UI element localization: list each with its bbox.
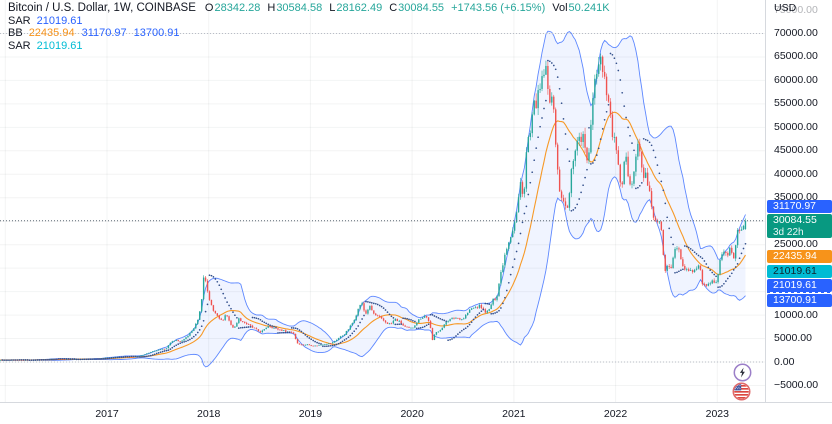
price-tick: 40000.00 <box>774 167 818 180</box>
bar-countdown: 3d 22h <box>773 227 804 239</box>
price-badge: 22435.94 <box>767 250 832 264</box>
price-tick: 75000.00 <box>774 3 818 16</box>
price-tick: 55000.00 <box>774 97 818 110</box>
time-tick-2022: 2022 <box>603 408 628 420</box>
price-tick: 70000.00 <box>774 26 818 39</box>
indicator-legend: SAR 21019.61 BB 22435.94 31170.97 13700.91 SAR… <box>8 15 617 53</box>
lightning-icon[interactable] <box>733 363 752 382</box>
ohlc-open: O 28342.28 <box>204 2 261 15</box>
change-value: +1743.56 (+6.15%) <box>451 2 546 15</box>
currency-label[interactable]: USD <box>774 2 797 14</box>
time-tick-2019: 2019 <box>298 408 323 420</box>
indicator-value: 13700.91 <box>133 27 180 40</box>
symbol-legend-row[interactable]: Bitcoin / U.S. Dollar, 1W, COINBASE O 283… <box>8 2 617 15</box>
price-tick: 50000.00 <box>774 120 818 133</box>
time-tick-2018: 2018 <box>197 408 221 420</box>
price-axis[interactable]: USD 75000.00 70000.00 65000.00 60000.00 5500… <box>765 0 832 402</box>
price-tick: 10000.00 <box>774 308 818 321</box>
price-tick: 35000.00 <box>774 191 818 204</box>
indicator-name: SAR <box>8 14 31 27</box>
time-tick-2017: 2017 <box>95 408 119 420</box>
indicator-row-sar[interactable]: SAR 21019.61 <box>8 40 617 53</box>
last-price-badge: 30084.55 3d 22h <box>767 214 832 239</box>
indicator-value: 21019.61 <box>36 14 83 27</box>
chart-canvas[interactable] <box>0 0 765 402</box>
us-flag-icon[interactable] <box>732 382 751 401</box>
time-tick-2020: 2020 <box>400 408 424 420</box>
price-tick: 65000.00 <box>774 50 818 63</box>
time-tick-2021: 2021 <box>502 408 526 420</box>
indicator-name: BB <box>8 27 23 40</box>
indicator-name: SAR <box>8 40 31 53</box>
volume: Vol 50.241K <box>552 2 610 15</box>
price-tick: 0.00 <box>774 355 795 368</box>
ohlc-low: L 28162.49 <box>329 2 383 15</box>
price-tick: 45000.00 <box>774 144 818 157</box>
chart-legend: Bitcoin / U.S. Dollar, 1W, COINBASE O 283… <box>8 2 617 52</box>
price-tick: 5000.00 <box>774 332 812 345</box>
price-badge: 31170.97 <box>767 199 832 213</box>
price-tick: 25000.00 <box>774 238 818 251</box>
price-tick: 60000.00 <box>774 73 818 86</box>
price-badge: 21019.61 <box>767 279 832 293</box>
price-tick: −5000.00 <box>774 378 819 391</box>
price-badge: 13700.91 <box>767 293 832 307</box>
indicator-value: 22435.94 <box>28 27 75 40</box>
symbol-title[interactable]: Bitcoin / U.S. Dollar, 1W, COINBASE <box>8 2 196 15</box>
indicator-row-sar[interactable]: SAR 21019.61 <box>8 15 617 28</box>
indicator-value: 21019.61 <box>36 40 83 53</box>
time-tick-2023: 2023 <box>705 408 729 420</box>
indicator-row-bb[interactable]: BB 22435.94 31170.97 13700.91 <box>8 27 617 40</box>
price-badge: 21019.61 <box>767 264 832 278</box>
ohlc-high: H 30584.58 <box>267 2 323 15</box>
ohlc-close: C 30084.55 <box>389 2 445 15</box>
indicator-value: 31170.97 <box>81 27 127 40</box>
time-axis[interactable]: 2017 2018 2019 2020 2021 2022 2023 <box>0 402 832 424</box>
